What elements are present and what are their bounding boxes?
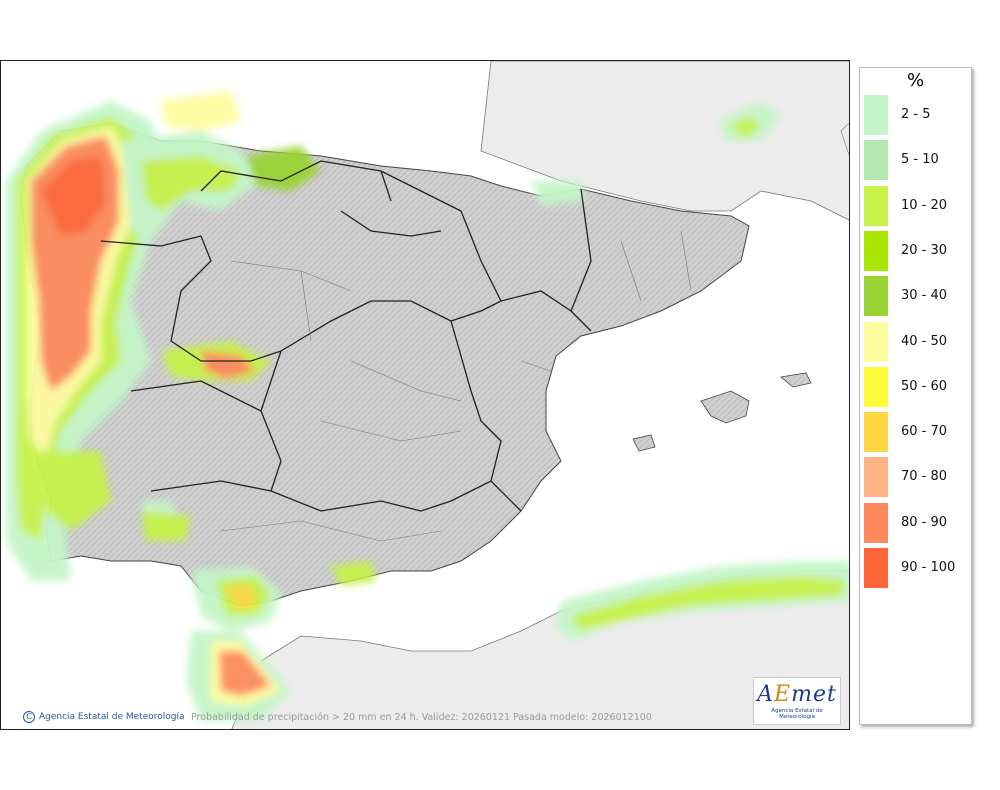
legend-label: 20 - 30	[901, 242, 948, 258]
legend-label: 90 - 100	[901, 560, 956, 575]
corsica	[840, 122, 849, 156]
ibiza	[632, 434, 656, 452]
legend-swatch	[864, 457, 888, 498]
legend-item: 80 - 90	[864, 502, 970, 543]
legend-label: 40 - 50	[901, 333, 948, 349]
aemet-logo: AEmet Agencia Estatal de Meteorología	[753, 677, 841, 725]
legend-swatch	[864, 548, 888, 588]
legend-swatch	[864, 321, 888, 362]
legend-item: 10 - 20	[864, 185, 970, 226]
legend-label: 5 - 10	[901, 152, 939, 168]
legend-item: 50 - 60	[864, 366, 970, 407]
legend-panel: % 2 - 5 5 - 10 10 - 20 20 - 30 30 - 40 40 - 5…	[859, 67, 972, 725]
legend-item: 5 - 10	[864, 140, 970, 181]
region-borders	[100, 160, 592, 512]
legend-label: 50 - 60	[901, 378, 948, 394]
legend-swatch	[864, 366, 888, 407]
legend-item: 70 - 80	[864, 457, 970, 498]
legend-label: 70 - 80	[901, 469, 948, 485]
legend-swatch	[864, 230, 888, 271]
map-panel: C Agencia Estatal de Meteorología Probabi…	[0, 60, 850, 730]
legend-item: 90 - 100	[864, 548, 970, 588]
legend-swatch	[864, 95, 888, 135]
legend-label: 60 - 70	[901, 424, 948, 440]
legend-title: %	[906, 70, 925, 91]
copyright-icon: C	[23, 711, 35, 723]
legend-label: 2 - 5	[901, 107, 931, 122]
legend-swatch	[864, 412, 888, 453]
legend-label: 80 - 90	[901, 514, 948, 530]
legend-swatch	[864, 502, 888, 543]
agency-credit-text: Agencia Estatal de Meteorología	[39, 712, 185, 722]
legend-item: 20 - 30	[864, 230, 970, 271]
aemet-logo-wordmark: AEmet	[757, 682, 837, 707]
province-borders	[220, 230, 692, 542]
legend-item: 30 - 40	[864, 276, 970, 317]
agency-credit: C Agencia Estatal de Meteorología	[23, 711, 185, 723]
legend-swatch	[864, 185, 888, 226]
menorca	[780, 372, 812, 388]
legend-item: 40 - 50	[864, 321, 970, 362]
map-caption: Probabilidad de precipitación > 20 mm en…	[191, 712, 652, 723]
legend-item: 60 - 70	[864, 412, 970, 453]
legend-swatch	[864, 140, 888, 181]
legend-label: 10 - 20	[901, 197, 948, 213]
precipitation-map	[6, 61, 849, 729]
legend-item: 2 - 5	[864, 95, 970, 135]
legend-label: 30 - 40	[901, 288, 948, 304]
france-land	[480, 61, 849, 221]
legend-swatch	[864, 276, 888, 317]
mallorca	[700, 390, 750, 424]
aemet-logo-subtitle: Agencia Estatal de Meteorología	[771, 708, 823, 720]
